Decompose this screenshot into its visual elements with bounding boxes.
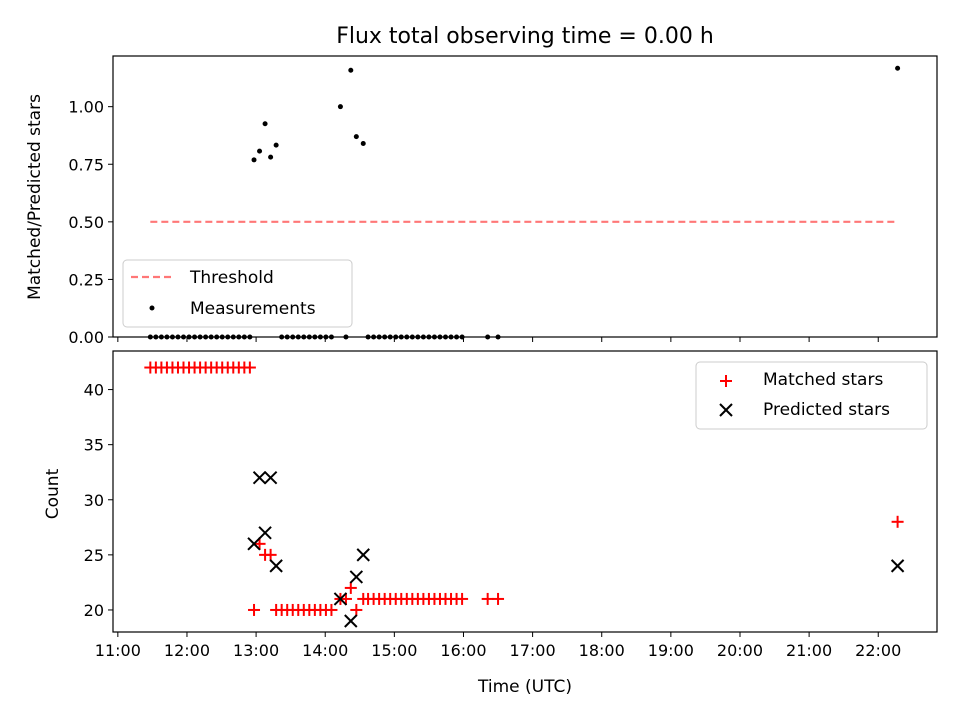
predicted-star-point <box>890 559 905 573</box>
matched-star-point <box>492 592 505 605</box>
top-y-axis-label: Matched/Predicted stars <box>25 94 45 300</box>
matched-star-point <box>253 537 266 550</box>
matched-star-point <box>248 603 261 616</box>
predicted-star-stroke <box>344 614 358 628</box>
bottom-legend: Matched stars Predicted stars <box>695 361 928 430</box>
predicted-star-stroke <box>890 559 905 573</box>
matched-star-point <box>481 592 494 605</box>
x-tick-label: 16:00 <box>440 641 486 660</box>
predicted-star-stroke <box>269 559 283 573</box>
bottom-y-axis-label: Count <box>43 468 63 519</box>
legend-measurements-label: Measurements <box>190 299 316 319</box>
predicted-star-point <box>349 570 364 584</box>
measurement-point <box>262 121 268 127</box>
matched-star-point <box>350 603 363 616</box>
x-tick-label: 18:00 <box>579 641 625 660</box>
bottom-plot-area: 20 25 30 35 40 11:00 12:00 13:00 14:00 15:00 16:00… <box>84 361 905 660</box>
matched-star-point <box>456 592 469 605</box>
x-tick-label: 13:00 <box>233 641 279 660</box>
matched-stars-legend-plus-icon <box>720 375 732 387</box>
bottom-y-tick-label: 35 <box>84 436 104 455</box>
top-axes-frame <box>112 55 938 338</box>
x-tick-label: 22:00 <box>855 641 901 660</box>
measurement-point <box>273 142 279 148</box>
legend-predicted-stars-label: Predicted stars <box>763 400 890 420</box>
x-tick-label: 15:00 <box>371 641 417 660</box>
predicted-star-point <box>333 592 348 606</box>
measurement-point <box>268 154 274 160</box>
x-tick-label: 12:00 <box>164 641 210 660</box>
measurement-point <box>337 104 343 110</box>
matched-star-point <box>264 548 277 561</box>
predicted-star-point <box>263 471 278 485</box>
legend-threshold-label: Threshold <box>189 268 274 288</box>
bottom-y-tick-label: 25 <box>84 546 104 565</box>
matched-star-point <box>344 581 357 594</box>
legend-matched-stars-label: Matched stars <box>763 370 883 390</box>
bottom-y-tick-label: 20 <box>84 601 104 620</box>
predicted-star-stroke <box>333 592 348 606</box>
predicted-star-point <box>252 471 267 485</box>
top-legend-box <box>122 259 353 328</box>
chart-title: Flux total observing time = 0.00 h <box>336 24 714 49</box>
top-y-tick-label: 0.75 <box>68 155 104 174</box>
x-tick-label: 17:00 <box>510 641 556 660</box>
top-y-tick-label: 1.00 <box>68 98 104 117</box>
predicted-star-stroke <box>356 548 370 562</box>
top-plot-area: 0.00 0.25 0.50 0.75 1.00 <box>68 65 901 347</box>
bottom-y-tick-label: 40 <box>84 381 104 400</box>
measurement-point <box>348 67 354 73</box>
predicted-stars-legend-x-icon <box>719 403 733 417</box>
measurement-point <box>353 134 359 140</box>
predicted-star-point <box>269 559 283 573</box>
measurements-legend-marker-icon <box>149 305 155 311</box>
predicted-star-stroke <box>263 471 278 485</box>
measurement-point <box>895 65 901 71</box>
matched-star-point <box>339 592 352 605</box>
predicted-star-stroke <box>258 526 272 540</box>
measurement-point <box>360 141 366 147</box>
predicted-star-stroke <box>252 471 267 485</box>
x-tick-label: 14:00 <box>302 641 348 660</box>
bottom-legend-box <box>695 361 928 430</box>
predicted-star-stroke <box>349 570 364 584</box>
top-legend: Threshold Measurements <box>122 259 353 328</box>
predicted-star-point <box>344 614 358 628</box>
x-tick-label: 21:00 <box>786 641 832 660</box>
x-tick-label: 20:00 <box>717 641 763 660</box>
top-y-tick-label: 0.50 <box>68 213 104 232</box>
predicted-star-stroke <box>247 537 261 551</box>
predicted-star-point <box>356 548 370 562</box>
bottom-y-tick-label: 30 <box>84 491 104 510</box>
matched-star-point <box>243 361 256 374</box>
predicted-star-point <box>258 526 272 540</box>
top-y-tick-label: 0.25 <box>68 270 104 289</box>
matched-star-point <box>325 603 338 616</box>
x-axis-label: Time (UTC) <box>477 677 572 697</box>
measurement-point <box>251 157 257 163</box>
bottom-axes-frame <box>112 350 938 633</box>
x-tick-label: 11:00 <box>95 641 141 660</box>
measurement-point <box>257 148 263 154</box>
matched-star-point <box>891 515 904 528</box>
x-tick-label: 19:00 <box>648 641 694 660</box>
top-y-tick-label: 0.00 <box>68 328 104 347</box>
predicted-star-point <box>247 537 261 551</box>
